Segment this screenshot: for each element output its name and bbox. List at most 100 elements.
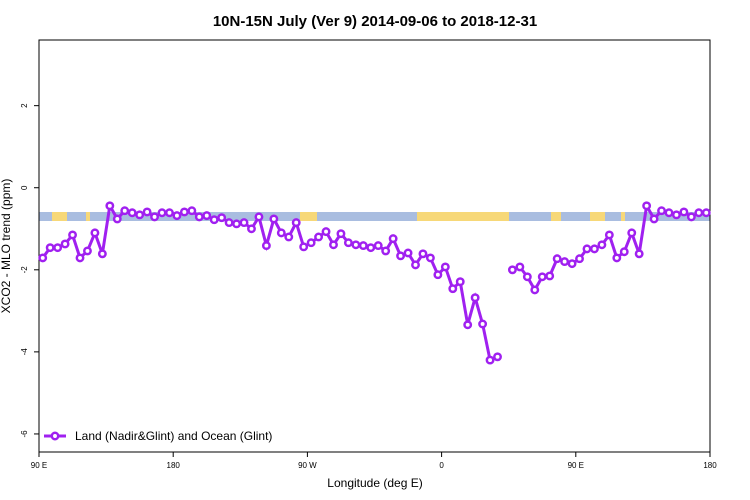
x-tick-label: 90 E [31,461,47,470]
data-point [381,246,391,256]
data-point [358,241,368,251]
data-point [314,232,324,242]
data-point [209,215,219,225]
data-point [90,228,100,238]
data-point [649,214,659,224]
data-point [425,253,435,263]
data-point [493,352,502,362]
data-point [336,229,346,239]
data-point [120,206,130,216]
data-point [657,206,666,216]
data-point [463,320,473,330]
data-point [545,271,555,281]
data-point [351,240,361,250]
data-point [105,201,115,211]
legend-marker [50,431,60,441]
data-point [38,253,48,263]
y-tick-label: -4 [20,348,29,356]
data-point [418,249,428,259]
land-ocean-band [39,212,710,221]
data-point [127,208,137,218]
data-point [552,254,562,264]
y-tick-label: 2 [20,103,29,108]
x-tick-label: 0 [439,461,444,470]
data-point [150,212,160,222]
data-point [232,219,242,229]
data-point [239,218,249,228]
data-point [329,240,338,250]
data-point [343,238,353,248]
x-axis-label: Longitude (deg E) [327,476,422,490]
data-point [112,214,122,224]
data-point [440,262,450,272]
data-point [299,242,309,252]
x-tick-label: 180 [167,461,181,470]
data-point [619,247,629,257]
data-point [612,253,622,263]
data-point [247,224,256,234]
data-point [478,319,488,329]
data-point [686,212,696,222]
data-point [694,208,704,218]
data-point [224,218,234,228]
data-point [157,208,167,218]
data-point [276,228,286,238]
y-tick-label: 0 [20,185,29,190]
data-point [142,207,152,217]
data-point [455,277,465,287]
data-point [701,208,711,218]
data-point [291,218,301,228]
data-point [627,228,637,238]
data-point [75,253,85,263]
data-point [485,355,495,365]
data-point [604,230,614,240]
data-point [321,227,331,237]
data-point [68,230,78,240]
data-point [642,201,652,211]
data-point [254,212,264,222]
data-point [135,210,145,220]
data-point [507,265,517,275]
x-tick-label: 90 E [568,461,584,470]
data-point [411,260,420,270]
data-point [53,243,63,253]
data-point [582,244,592,254]
data-point [522,272,532,282]
data-point [567,259,577,269]
data-point [373,241,383,251]
data-point [217,213,227,223]
data-point [269,214,279,224]
data-point [530,285,540,295]
data-point [448,284,458,294]
legend-label: Land (Nadir&Glint) and Ocean (Glint) [75,429,272,443]
series-line [41,201,707,363]
y-tick-label: -6 [20,430,29,438]
plot-frame [38,39,711,453]
data-point [515,262,525,272]
data-point [575,254,584,264]
data-point [306,238,316,248]
data-point [672,210,681,220]
data-point [597,240,607,250]
data-point [179,207,189,217]
data-point [388,234,398,244]
chart-title: 10N-15N July (Ver 9) 2014-09-06 to 2018-… [213,13,537,30]
data-point [187,206,197,216]
data-point [470,293,480,303]
y-axis-label: XCO2 - MLO trend (ppm) [0,179,13,314]
data-point [165,208,174,218]
data-point [537,272,547,282]
data-point [366,243,376,253]
y-tick-label: -2 [20,266,29,274]
data-point [664,208,674,218]
data-point [261,241,271,251]
data-point [589,244,599,254]
data-point [634,249,644,259]
data-point [560,257,570,267]
data-point [679,207,689,217]
data-point [45,243,55,253]
data-point [194,212,204,222]
data-point [396,251,406,261]
data-point [60,239,70,249]
